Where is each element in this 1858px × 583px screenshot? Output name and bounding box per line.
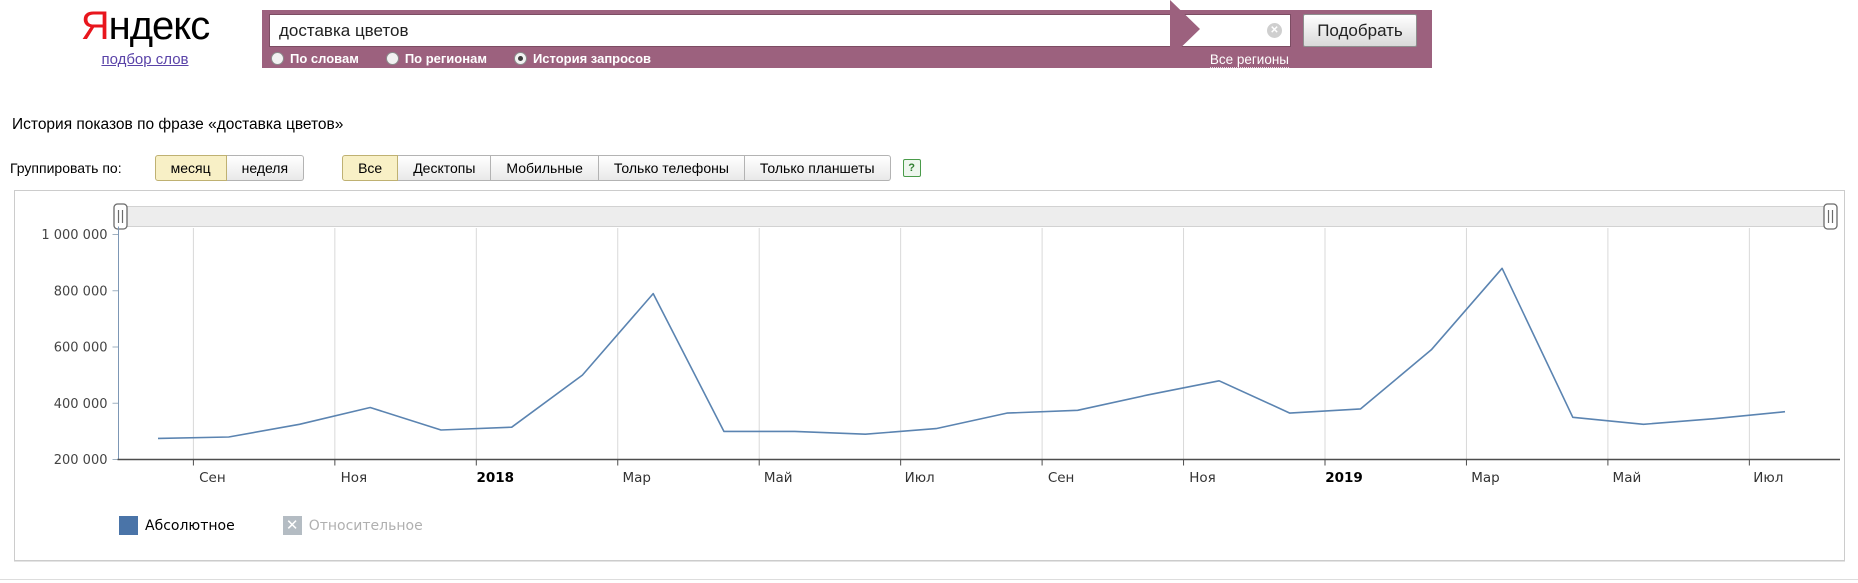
logo-rest: ндекс bbox=[108, 4, 211, 48]
legend-item-absolute[interactable]: Абсолютное bbox=[119, 516, 235, 535]
mode-by-words[interactable]: По словам bbox=[271, 51, 359, 66]
toggle-week[interactable]: неделя bbox=[226, 155, 305, 181]
search-wrap: ✕ bbox=[269, 14, 1291, 47]
chart-legend: Абсолютное ✕ Относительное bbox=[119, 516, 471, 535]
slider-handle-left[interactable] bbox=[113, 203, 128, 230]
device-toggle-group: Все Десктопы Мобильные Только телефоны Т… bbox=[342, 155, 891, 181]
band-arrow-shape bbox=[1170, 0, 1200, 58]
toggle-all[interactable]: Все bbox=[342, 155, 399, 181]
legend-swatch-icon bbox=[119, 516, 138, 535]
x-axis-label: Сен bbox=[1048, 470, 1075, 486]
period-toggle-group: месяц неделя bbox=[154, 155, 305, 181]
logo-letter: Я bbox=[80, 4, 110, 48]
clear-icon[interactable]: ✕ bbox=[1267, 23, 1282, 38]
x-axis-label: Сен bbox=[199, 470, 226, 486]
wordstat-home-link[interactable]: подбор слов bbox=[101, 51, 189, 68]
yandex-logo: Яндекс bbox=[60, 4, 230, 48]
all-regions-link[interactable]: Все регионы bbox=[1209, 52, 1289, 68]
x-axis-label: Ноя bbox=[341, 470, 368, 486]
radio-icon[interactable] bbox=[385, 52, 399, 65]
submit-button[interactable]: Подобрать bbox=[1303, 14, 1417, 47]
x-axis-label: Мар bbox=[1471, 470, 1500, 486]
page-title: История показов по фразе «доставка цвето… bbox=[12, 116, 344, 133]
section-divider bbox=[0, 579, 1858, 580]
group-by-label: Группировать по: bbox=[10, 160, 122, 176]
search-input[interactable] bbox=[269, 14, 1291, 47]
history-chart-panel: Сен Ноя 2018 Мар Май Июл Сен Ноя 2019 Мар Май Июл 1 … bbox=[14, 190, 1845, 561]
toggle-phones-only[interactable]: Только телефоны bbox=[598, 155, 745, 181]
x-axis-label: Мар bbox=[623, 470, 652, 486]
x-axis-label: Май bbox=[764, 470, 793, 486]
slider-handle-right[interactable] bbox=[1823, 203, 1838, 230]
y-axis-label: 600 000 bbox=[54, 341, 108, 356]
x-axis-label: 2019 bbox=[1325, 470, 1363, 486]
controls-row: Группировать по: месяц неделя Все Дескто… bbox=[10, 155, 921, 181]
x-axis-label: Ноя bbox=[1189, 470, 1216, 486]
mode-history[interactable]: История запросов bbox=[513, 51, 651, 66]
radio-checked-icon[interactable] bbox=[513, 52, 527, 65]
x-axis-label: Июл bbox=[1753, 470, 1783, 486]
toggle-desktops[interactable]: Десктопы bbox=[398, 155, 492, 181]
mode-by-regions[interactable]: По регионам bbox=[385, 51, 487, 66]
y-axis-label: 200 000 bbox=[54, 453, 108, 468]
toggle-tablets-only[interactable]: Только планшеты bbox=[744, 155, 891, 181]
series-line-absolute bbox=[157, 267, 1786, 440]
y-axis-label: 800 000 bbox=[54, 284, 108, 299]
radio-icon[interactable] bbox=[271, 52, 284, 65]
legend-crossed-checkbox-icon: ✕ bbox=[282, 516, 302, 535]
toggle-month[interactable]: месяц bbox=[154, 155, 227, 181]
history-chart: Сен Ноя 2018 Мар Май Июл Сен Ноя 2019 Мар Май Июл 1 … bbox=[41, 203, 1840, 486]
x-axis-label: 2018 bbox=[477, 470, 515, 486]
x-axis-label: Июл bbox=[905, 470, 935, 486]
help-icon[interactable]: ? bbox=[902, 159, 921, 177]
y-axis-label: 1 000 000 bbox=[41, 228, 107, 243]
search-band: ✕ Подобрать По словам По регионам Истори… bbox=[262, 10, 1432, 68]
range-slider-track[interactable] bbox=[113, 206, 1838, 227]
yandex-logo-block: Яндекс подбор слов bbox=[60, 4, 230, 69]
legend-item-relative[interactable]: ✕ Относительное bbox=[282, 516, 423, 535]
search-mode-row: По словам По регионам История запросов bbox=[271, 50, 678, 67]
y-axis-label: 400 000 bbox=[54, 397, 108, 412]
x-axis-label: Май bbox=[1613, 470, 1642, 486]
toggle-mobile[interactable]: Мобильные bbox=[491, 155, 599, 181]
